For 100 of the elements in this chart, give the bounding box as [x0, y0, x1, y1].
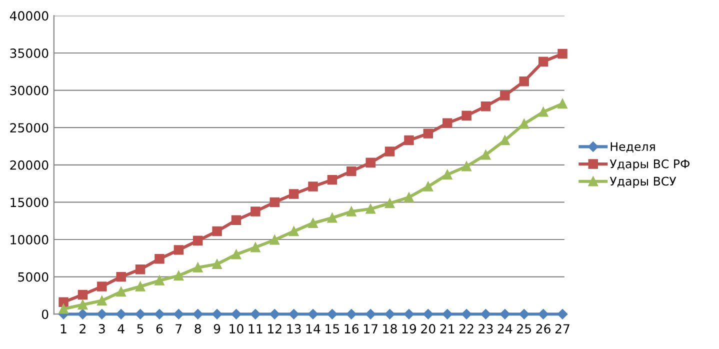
point — [442, 308, 452, 320]
point — [500, 308, 510, 320]
y-tick-label: 30000 — [10, 86, 48, 96]
x-tick-label: 23 — [478, 324, 493, 334]
point — [154, 308, 165, 320]
point — [212, 308, 222, 320]
y-tick-label: 15000 — [10, 198, 48, 208]
point — [231, 215, 242, 225]
x-tick-label: 13 — [287, 324, 301, 334]
point — [288, 308, 299, 320]
point — [212, 259, 222, 269]
point — [250, 242, 260, 252]
point — [174, 308, 184, 320]
x-tick-label: 21 — [440, 324, 454, 334]
x-tick-label: 18 — [383, 324, 397, 334]
x-tick-label: 9 — [214, 324, 220, 334]
point — [154, 276, 164, 286]
point — [442, 170, 452, 180]
point — [288, 189, 299, 199]
point — [538, 56, 548, 66]
point — [557, 308, 568, 320]
point — [135, 282, 146, 292]
point — [97, 296, 107, 306]
point — [193, 262, 203, 272]
point — [97, 282, 107, 292]
x-tick-label: 2 — [80, 324, 86, 334]
point — [116, 272, 126, 282]
point — [462, 162, 472, 172]
point — [96, 308, 108, 320]
y-tick-label: 5000 — [18, 272, 48, 282]
point — [423, 308, 434, 320]
legend-label: Удары ВСУ — [610, 176, 676, 188]
point — [193, 236, 203, 246]
point — [480, 308, 491, 320]
point — [270, 308, 280, 320]
point — [288, 226, 299, 236]
point — [231, 308, 242, 320]
point — [558, 48, 568, 59]
point — [384, 308, 395, 320]
point — [58, 297, 68, 308]
point — [135, 308, 146, 320]
x-tick-label: 17 — [364, 324, 378, 334]
point — [346, 308, 357, 320]
point — [250, 308, 261, 320]
point — [78, 290, 88, 300]
point — [270, 197, 280, 208]
point — [461, 308, 472, 320]
point — [538, 107, 548, 117]
x-tick-label: 22 — [460, 324, 474, 334]
x-tick-label: 26 — [536, 324, 550, 334]
point — [308, 182, 318, 192]
point — [404, 135, 414, 146]
point — [500, 90, 510, 100]
point — [78, 308, 88, 320]
point — [366, 158, 376, 168]
point — [116, 308, 126, 320]
y-tick-label: 40000 — [10, 11, 48, 21]
point — [404, 308, 414, 320]
point — [423, 182, 434, 192]
y-tick-label: 35000 — [10, 48, 48, 58]
x-tick-label: 15 — [326, 324, 340, 334]
point — [174, 270, 184, 281]
point — [442, 118, 452, 128]
x-tick-label: 16 — [344, 324, 359, 334]
y-tick-label: 25000 — [10, 123, 48, 133]
y-tick-label: 10000 — [10, 234, 48, 244]
x-tick-label: 24 — [498, 324, 512, 334]
point — [519, 308, 530, 320]
x-tick-label: 25 — [517, 324, 531, 334]
point — [384, 198, 395, 208]
x-tick-label: 11 — [248, 324, 262, 334]
point — [250, 206, 260, 216]
point — [327, 174, 338, 185]
x-tick-label: 4 — [118, 324, 124, 334]
point — [192, 308, 203, 320]
x-tick-label: 1 — [60, 324, 66, 334]
point — [174, 245, 184, 255]
x-tick-label: 8 — [194, 324, 201, 334]
point — [270, 235, 280, 245]
legend-label: Удары ВС РФ — [610, 159, 690, 171]
point — [135, 264, 146, 274]
point — [365, 308, 376, 320]
y-tick-label: 0 — [42, 310, 48, 320]
point — [366, 204, 376, 214]
x-tick-label: 12 — [268, 324, 282, 334]
point — [519, 76, 529, 86]
point — [480, 150, 491, 160]
point — [462, 110, 472, 121]
point — [58, 304, 68, 314]
point — [308, 218, 318, 228]
legend-label: Неделя — [610, 142, 655, 152]
point — [154, 254, 164, 264]
x-tick-label: 20 — [421, 324, 436, 334]
point — [308, 308, 318, 320]
point — [558, 98, 568, 109]
point — [480, 101, 491, 112]
point — [423, 128, 434, 138]
x-tick-label: 7 — [176, 324, 182, 334]
point — [404, 192, 414, 202]
x-tick-label: 6 — [156, 324, 163, 334]
